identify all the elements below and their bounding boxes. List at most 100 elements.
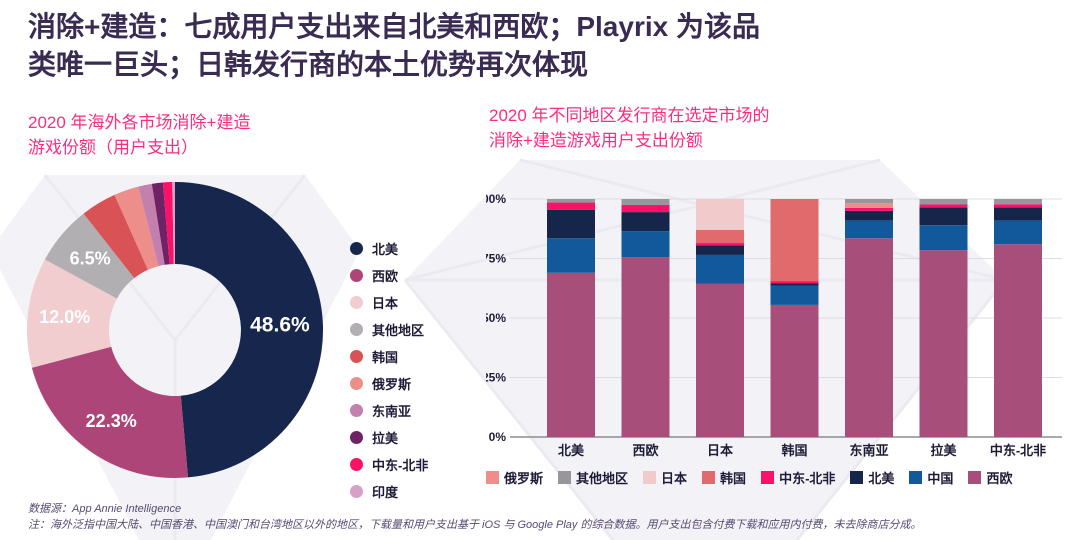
- donut-value-label: 6.5%: [70, 248, 111, 268]
- x-category-label: 中东-北非: [990, 443, 1046, 458]
- donut-slice-india: [172, 182, 175, 265]
- bar-segment-china: [845, 220, 893, 239]
- bar-segment-china: [621, 231, 670, 258]
- y-tick-label: 50%: [486, 311, 506, 325]
- legend-dot-icon: [350, 323, 363, 336]
- bar-segment-mena: [770, 281, 819, 284]
- bar-legend-item-china: 中国: [909, 468, 953, 487]
- bar-segment-north-america: [696, 245, 744, 255]
- bar-segment-mena: [621, 204, 670, 213]
- legend-chip-icon: [761, 471, 775, 484]
- bar-legend-item-south-korea: 韩国: [702, 468, 746, 487]
- bar-segment-other-regions: [994, 199, 1042, 205]
- legend-label: 印度: [372, 485, 399, 500]
- legend-dot-icon: [350, 404, 363, 417]
- donut-legend-item-japan: 日本: [350, 293, 428, 312]
- legend-chip-icon: [968, 471, 982, 484]
- bar-legend-item-russia: 俄罗斯: [486, 468, 543, 487]
- legend-label: 拉美: [372, 431, 399, 446]
- bar-segment-china: [919, 225, 968, 251]
- bar-segment-other-regions: [621, 199, 670, 205]
- footer-note: 注：海外泛指中国大陆、中国香港、中国澳门和台湾地区以外的地区，下载量和用户支出基…: [28, 519, 922, 531]
- bar-segment-western-europe: [845, 238, 893, 437]
- bar-segment-north-america: [547, 209, 595, 239]
- footer-source: 数据源：App Annie Intelligence: [28, 503, 182, 515]
- donut-legend-item-latin-america: 拉美: [350, 428, 428, 447]
- bar-legend-item-other-regions: 其他地区: [558, 468, 628, 487]
- bar-legend-item-western-europe: 西欧: [968, 468, 1012, 487]
- legend-dot-icon: [350, 485, 363, 498]
- donut-slice-western-europe: [31, 346, 188, 479]
- donut-slice-mena: [162, 182, 174, 265]
- legend-label: 日本: [661, 471, 688, 486]
- bar-segment-western-europe: [770, 304, 819, 437]
- legend-label: 西欧: [986, 471, 1013, 486]
- legend-label: 中东-北非: [779, 471, 836, 486]
- bar-legend: 俄罗斯 其他地区 日本 韩国 中东-北非 北美 中国 西欧: [486, 468, 1078, 487]
- bar-segment-other-regions: [845, 199, 893, 204]
- donut-legend-item-southeast-asia: 东南亚: [350, 401, 428, 420]
- bar-segment-north-america: [994, 207, 1042, 221]
- x-category-label: 日本: [707, 443, 733, 458]
- legend-dot-icon: [350, 242, 363, 255]
- bar-segment-mena: [845, 207, 893, 211]
- donut-slice-other-regions: [44, 213, 135, 299]
- donut-slice-latin-america: [151, 182, 170, 265]
- donut-slice-north-america: [175, 182, 324, 478]
- bar-segment-mena: [547, 202, 595, 210]
- legend-label: 北美: [372, 242, 399, 257]
- bar-segment-north-america: [621, 212, 670, 232]
- x-category-label: 西欧: [632, 443, 658, 458]
- legend-label: 韩国: [372, 350, 399, 365]
- donut-chart-subtitle: 2020 年海外各市场消除+建造 游戏份额（用户支出）: [28, 113, 251, 158]
- legend-chip-icon: [909, 471, 923, 484]
- x-category-label: 拉美: [930, 443, 957, 458]
- bar-segment-japan: [696, 199, 744, 230]
- y-tick-label: 100%: [486, 192, 506, 206]
- legend-label: 西欧: [372, 269, 399, 284]
- donut-legend-item-western-europe: 西欧: [350, 266, 428, 285]
- legend-label: 韩国: [720, 471, 747, 486]
- bar-segment-china: [770, 285, 819, 305]
- legend-label: 俄罗斯: [372, 377, 412, 392]
- donut-legend-item-north-america: 北美: [350, 239, 428, 258]
- x-category-label: 韩国: [781, 443, 807, 458]
- legend-label: 俄罗斯: [504, 471, 544, 486]
- legend-label: 东南亚: [372, 404, 412, 419]
- legend-chip-icon: [702, 471, 716, 484]
- bar-legend-item-mena: 中东-北非: [761, 468, 835, 487]
- bar-chart-subtitle: 2020 年不同地区发行商在选定市场的 消除+建造游戏用户支出份额: [489, 106, 770, 151]
- donut-value-label: 12.0%: [39, 307, 90, 327]
- bar-segment-russia: [845, 203, 893, 208]
- bar-segment-china: [547, 238, 595, 273]
- donut-slice-south-korea: [83, 194, 149, 279]
- donut-chart: 48.6% 22.3% 12.0% 6.5%: [26, 182, 324, 479]
- y-tick-label: 75%: [486, 252, 506, 266]
- bar-segment-china: [994, 220, 1042, 245]
- bar-legend-item-north-america: 北美: [850, 468, 894, 487]
- page-title: 消除+建造：七成用户支出来自北美和西欧；Playrix 为该品 类唯一巨头；日韩…: [28, 11, 760, 80]
- legend-label: 北美: [868, 471, 895, 486]
- bar-segment-mena: [696, 243, 744, 246]
- donut-slice-russia: [114, 186, 159, 270]
- bar-legend-item-japan: 日本: [643, 468, 687, 487]
- bar-segment-north-america: [919, 207, 968, 226]
- donut-slice-southeast-asia: [138, 183, 165, 267]
- legend-chip-icon: [558, 471, 572, 484]
- bar-segment-mena: [919, 204, 968, 208]
- donut-legend-item-south-korea: 韩国: [350, 347, 428, 366]
- legend-label: 其他地区: [372, 323, 425, 338]
- legend-label: 其他地区: [576, 471, 629, 486]
- y-tick-label: 25%: [486, 371, 506, 385]
- donut-legend-item-russia: 俄罗斯: [350, 374, 428, 393]
- bar-segment-mena: [994, 204, 1042, 208]
- legend-label: 中东-北非: [372, 458, 429, 473]
- legend-dot-icon: [350, 431, 363, 444]
- bar-segment-other-regions: [919, 199, 968, 205]
- legend-dot-icon: [350, 458, 363, 471]
- donut-legend: 北美西欧日本其他地区韩国俄罗斯东南亚拉美中东-北非印度: [350, 239, 428, 501]
- legend-chip-icon: [643, 471, 657, 484]
- bar-segment-western-europe: [547, 272, 595, 437]
- legend-dot-icon: [350, 377, 363, 390]
